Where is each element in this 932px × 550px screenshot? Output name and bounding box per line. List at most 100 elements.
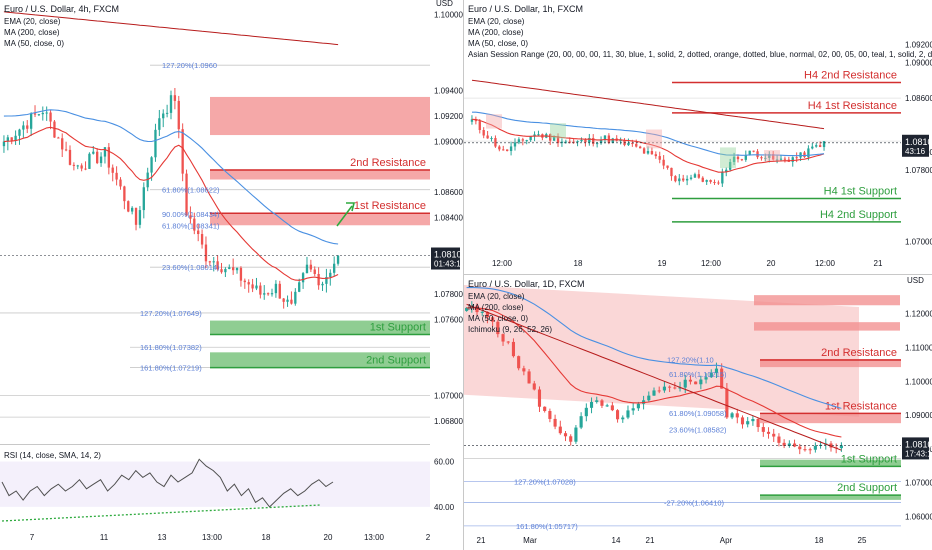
candle-body bbox=[123, 186, 126, 202]
candle-body bbox=[674, 176, 677, 182]
candle-body bbox=[721, 171, 724, 184]
candle-body bbox=[740, 417, 745, 425]
candle-body bbox=[725, 169, 728, 172]
candle-body bbox=[662, 386, 666, 391]
candle-body bbox=[208, 261, 212, 263]
candle-body bbox=[529, 136, 532, 141]
candle-body bbox=[169, 95, 173, 113]
candle-body bbox=[658, 156, 661, 160]
candle-body bbox=[216, 261, 219, 270]
candle-body bbox=[496, 321, 500, 335]
ema-line bbox=[3, 126, 339, 281]
y-tick-label: 1.09200 bbox=[905, 40, 932, 49]
candle-body bbox=[558, 426, 562, 434]
zone-support-2 bbox=[210, 320, 430, 335]
fib-label: 161.80%(1.05717) bbox=[516, 522, 578, 531]
candle-body bbox=[158, 118, 161, 130]
candle-body bbox=[685, 178, 689, 181]
candle-body bbox=[592, 137, 595, 144]
x-tick-label: 18 bbox=[815, 536, 824, 545]
candle-body bbox=[486, 135, 489, 139]
rsi-label: RSI (14, close, SMA, 14, 2) bbox=[4, 451, 101, 460]
candle-body bbox=[808, 449, 812, 451]
x-tick-label: Apr bbox=[720, 536, 733, 545]
candle-body bbox=[193, 218, 196, 231]
candle-body bbox=[732, 156, 736, 163]
x-tick-label: 18 bbox=[262, 533, 271, 542]
candle-body bbox=[228, 267, 231, 270]
session-box bbox=[720, 147, 736, 169]
candle-body bbox=[595, 143, 599, 145]
candle-body bbox=[53, 121, 56, 138]
candle-body bbox=[478, 121, 481, 131]
candle-body bbox=[502, 149, 505, 151]
candle-body bbox=[744, 155, 747, 160]
y-tick-label: 1.09200 bbox=[434, 112, 463, 121]
candle-body bbox=[678, 387, 682, 389]
y-tick-label: 1.12000 bbox=[905, 310, 932, 319]
candle-body bbox=[764, 157, 767, 159]
y-tick-label: 1.11000 bbox=[905, 344, 932, 353]
candle-body bbox=[505, 149, 509, 151]
rsi-y-tick: 40.00 bbox=[434, 503, 455, 512]
y-tick-label: 1.07800 bbox=[434, 290, 463, 299]
candle-body bbox=[756, 418, 760, 428]
candle-body bbox=[600, 400, 604, 406]
y-tick-label: 1.08600 bbox=[434, 188, 463, 197]
candle-body bbox=[761, 427, 765, 432]
candle-body bbox=[746, 421, 750, 425]
candle-body bbox=[29, 113, 33, 129]
candle-body bbox=[777, 436, 781, 443]
x-tick-label: 12:00 bbox=[701, 259, 722, 268]
candle-body bbox=[652, 390, 656, 396]
x-tick-label: 19 bbox=[658, 259, 667, 268]
fib-label: 61.80%(1.08341) bbox=[162, 221, 220, 230]
candle-body bbox=[689, 177, 693, 179]
x-tick-label: Mar bbox=[523, 536, 537, 545]
chart-title: Euro / U.S. Dollar, 1D, FXCM bbox=[468, 279, 585, 289]
candle-body bbox=[212, 261, 215, 263]
indicator-label: EMA (20, close) bbox=[468, 17, 525, 26]
fib-label: 90.00%(1.08434) bbox=[162, 210, 220, 219]
y-tick-label: 1.06800 bbox=[434, 417, 463, 426]
candle-body bbox=[517, 356, 521, 369]
candle-body bbox=[576, 141, 579, 143]
x-tick-label: 21 bbox=[646, 536, 655, 545]
candle-body bbox=[783, 158, 787, 160]
candle-body bbox=[333, 263, 336, 273]
candle-body bbox=[568, 141, 571, 143]
candle-body bbox=[474, 119, 478, 122]
candle-body bbox=[41, 112, 44, 115]
last-price-tag bbox=[902, 134, 929, 157]
fib-label: 127.20%(1.07028) bbox=[514, 478, 576, 487]
candle-body bbox=[92, 151, 95, 154]
session-box bbox=[764, 150, 780, 161]
panel-divider-vertical[interactable] bbox=[463, 0, 464, 550]
panel-divider-horizontal[interactable] bbox=[464, 274, 932, 275]
candle-body bbox=[475, 305, 479, 313]
zone-label-3: 2nd Support bbox=[837, 482, 897, 494]
candle-body bbox=[760, 157, 763, 159]
indicator-label: MA (50, close, 0) bbox=[468, 39, 528, 48]
price-axis-bg bbox=[901, 275, 932, 537]
candle-body bbox=[636, 403, 640, 409]
candle-body bbox=[752, 150, 755, 152]
chart-title: Euro / U.S. Dollar, 1h, FXCM bbox=[468, 4, 583, 14]
candle-body bbox=[666, 165, 669, 168]
x-tick-label: 21 bbox=[477, 536, 486, 545]
candle-body bbox=[138, 210, 142, 225]
candle-body bbox=[532, 383, 536, 390]
candle-body bbox=[701, 177, 704, 182]
candle-body bbox=[627, 143, 630, 146]
candle-body bbox=[704, 377, 708, 380]
candle-body bbox=[154, 129, 157, 158]
ma200-line bbox=[466, 303, 842, 451]
y-tick-label: 1.07800 bbox=[905, 166, 932, 175]
candle-body bbox=[631, 408, 635, 411]
fib-label: 161.80%(1.07382) bbox=[140, 343, 202, 352]
candle-body bbox=[537, 134, 540, 136]
rsi-divider[interactable] bbox=[0, 444, 463, 445]
